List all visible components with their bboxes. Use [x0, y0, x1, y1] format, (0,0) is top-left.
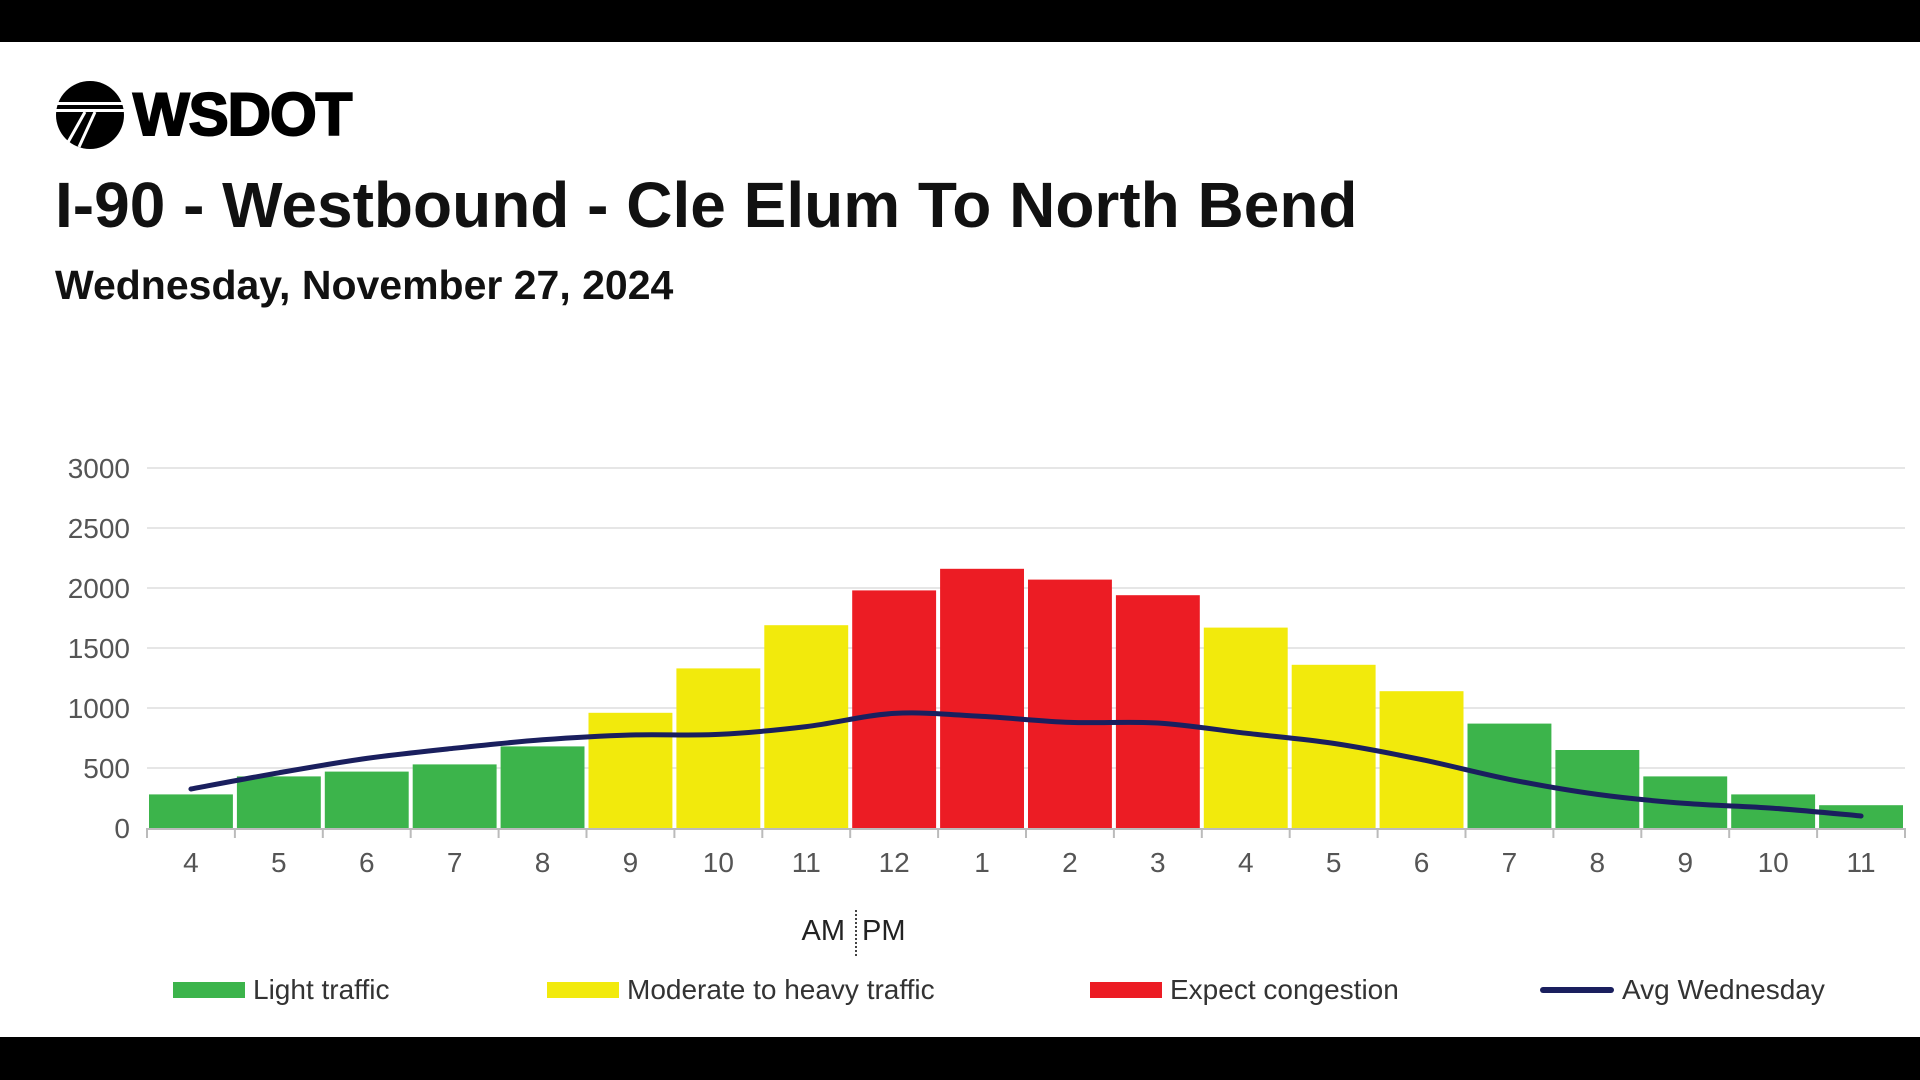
bar: [1115, 595, 1200, 828]
bar: [852, 590, 937, 828]
bar: [676, 668, 761, 828]
x-tick-label: 4: [1238, 847, 1254, 878]
legend-label: Moderate to heavy traffic: [627, 974, 935, 1005]
letterbox-top: [0, 0, 1920, 42]
x-tick-label: 5: [271, 847, 287, 878]
legend-congestion: Expect congestion: [1090, 970, 1399, 1010]
x-tick-label: 8: [1590, 847, 1606, 878]
bar: [412, 764, 497, 828]
x-tick-label: 10: [1758, 847, 1789, 878]
y-tick-label: 2000: [68, 573, 130, 604]
x-tick-label: 5: [1326, 847, 1342, 878]
y-tick-label: 0: [114, 813, 130, 844]
bar: [588, 712, 673, 828]
x-tick-label: 6: [1414, 847, 1430, 878]
y-tick-label: 3000: [68, 453, 130, 484]
wsdot-emblem-icon: [55, 81, 125, 149]
x-tick-label: 11: [792, 847, 821, 878]
x-tick-label: 8: [535, 847, 551, 878]
am-label: AM: [801, 915, 846, 947]
y-tick-label: 500: [83, 753, 130, 784]
legend-light: Light traffic: [173, 970, 389, 1010]
am-pm-divider: [855, 910, 857, 956]
page-title: I-90 - Westbound - Cle Elum To North Ben…: [55, 169, 1358, 241]
bar: [1467, 723, 1552, 828]
bar: [500, 746, 585, 828]
pm-label: PM: [862, 915, 906, 947]
y-tick-label: 1000: [68, 693, 130, 724]
page-subtitle: Wednesday, November 27, 2024: [55, 262, 674, 308]
bar: [149, 794, 233, 828]
legend-label: Expect congestion: [1170, 974, 1399, 1005]
x-tick-label: 9: [623, 847, 639, 878]
x-tick-label: 12: [879, 847, 910, 878]
x-tick-label: 3: [1150, 847, 1166, 878]
x-tick-label: 6: [359, 847, 375, 878]
x-tick-label: 11: [1847, 847, 1876, 878]
y-tick-label: 1500: [68, 633, 130, 664]
bar: [324, 771, 409, 828]
x-tick-label: 10: [703, 847, 734, 878]
x-tick-label: 2: [1062, 847, 1078, 878]
wsdot-logo: WSDOT: [55, 80, 353, 150]
letterbox-bottom: [0, 1037, 1920, 1080]
x-tick-label: 7: [1502, 847, 1518, 878]
bar: [1028, 579, 1112, 828]
x-tick-label: 7: [447, 847, 463, 878]
avg-wednesday-line: [188, 710, 1864, 819]
legend-label: Avg Wednesday: [1622, 974, 1825, 1005]
x-tick-label: 4: [183, 847, 199, 878]
bar: [236, 776, 321, 828]
x-tick-label: 9: [1677, 847, 1693, 878]
legend-avg: Avg Wednesday: [1540, 970, 1825, 1010]
legend-swatch-light: [173, 982, 245, 998]
logo-text: WSDOT: [132, 81, 353, 148]
bar: [940, 568, 1024, 828]
legend-swatch-avg-line: [1540, 987, 1614, 993]
legend-swatch-moderate: [547, 982, 619, 998]
legend-moderate: Moderate to heavy traffic: [547, 970, 935, 1010]
legend-label: Light traffic: [253, 974, 390, 1005]
y-tick-label: 2500: [68, 513, 130, 544]
x-tick-label: 1: [974, 847, 990, 878]
legend-swatch-congestion: [1090, 982, 1162, 998]
